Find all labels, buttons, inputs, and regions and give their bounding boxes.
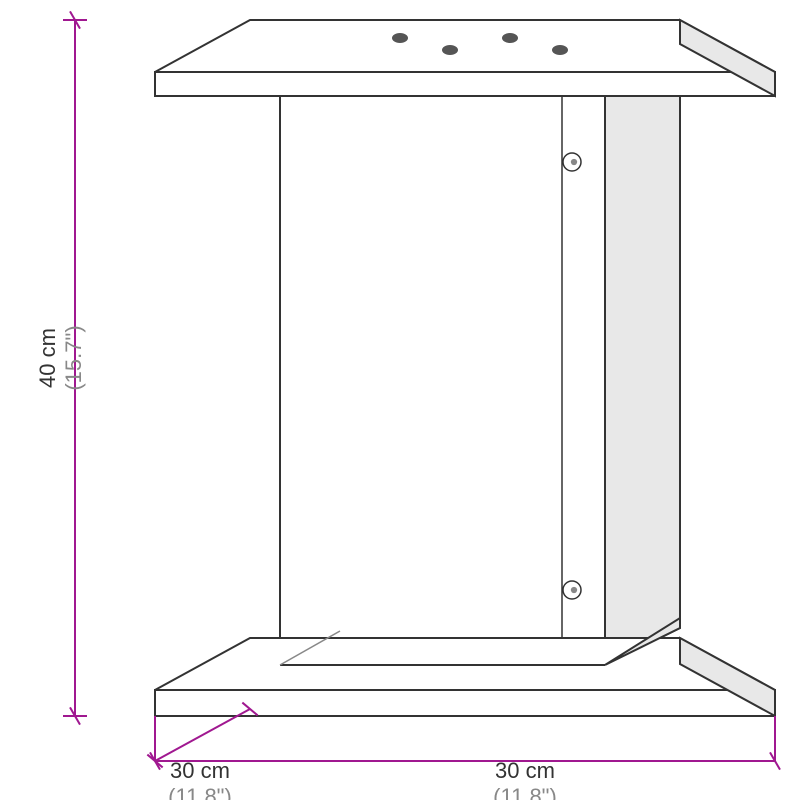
dim-text-height-in: (15.7") <box>61 325 86 390</box>
dimension-drawing: 40 cm(15.7")30 cm(11.8")30 cm(11.8") <box>0 0 800 800</box>
dim-text-width-in: (11.8") <box>493 784 557 800</box>
column-front-face <box>280 96 605 665</box>
top-hole <box>442 45 458 55</box>
dim-text-height-cm: 40 cm <box>35 328 60 388</box>
dim-text-depth: 30 cm(11.8") <box>168 758 232 800</box>
dim-text-depth-cm: 30 cm <box>170 758 230 783</box>
dim-text-height: 40 cm(15.7") <box>35 325 86 390</box>
top-hole <box>392 33 408 43</box>
dim-text-width-cm: 30 cm <box>495 758 555 783</box>
column-side-face <box>605 56 680 665</box>
base-plate-front <box>155 690 775 716</box>
top-hole <box>552 45 568 55</box>
top-plate-front <box>155 72 775 96</box>
dim-text-width: 30 cm(11.8") <box>493 758 557 800</box>
cam-hole-dot <box>571 587 577 593</box>
dim-text-depth-in: (11.8") <box>168 784 232 800</box>
cam-hole-dot <box>571 159 577 165</box>
top-hole <box>502 33 518 43</box>
